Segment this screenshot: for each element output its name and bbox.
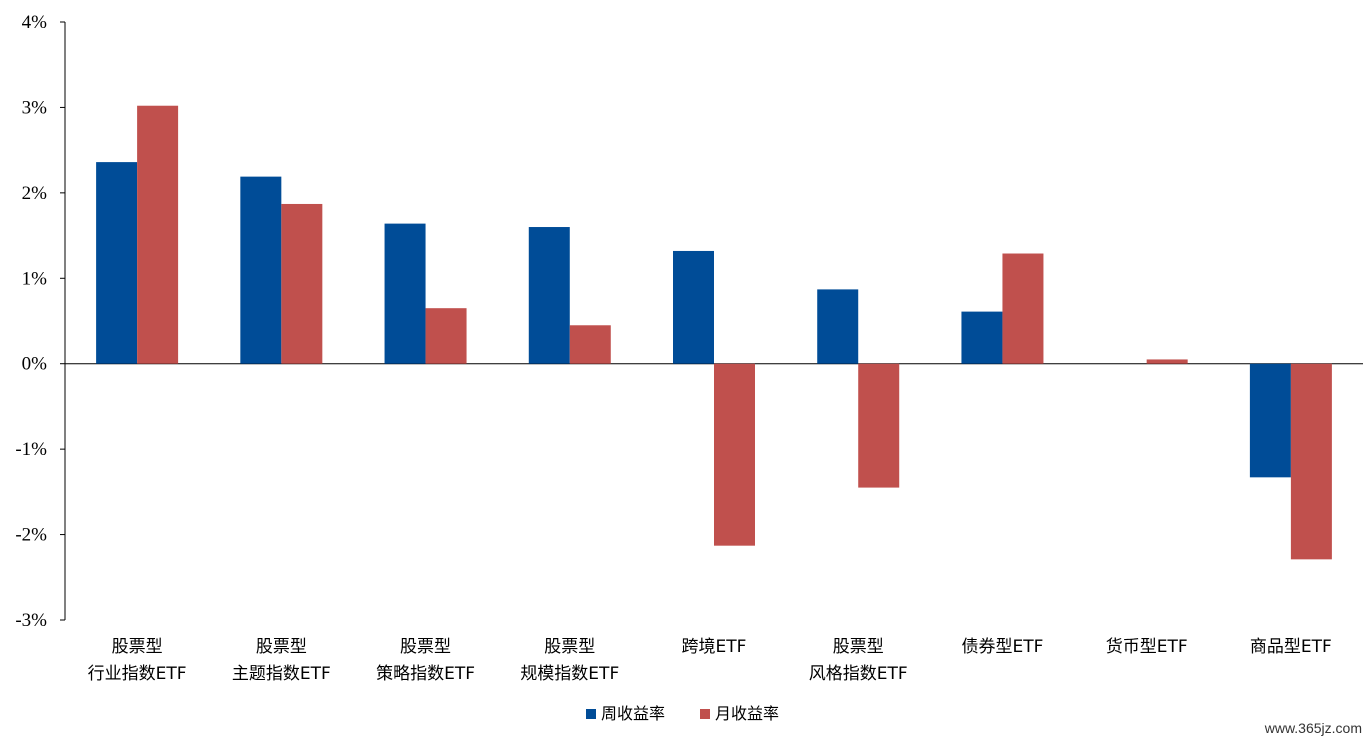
legend-swatch — [700, 709, 710, 719]
legend-swatch — [586, 709, 596, 719]
y-tick-label: 1% — [22, 268, 48, 289]
legend: 周收益率 月收益率 — [586, 704, 779, 723]
bar-weekly — [1249, 363, 1291, 478]
bar-weekly — [528, 227, 570, 364]
category-label: 跨境ETF — [682, 637, 747, 657]
category-label: 股票型 — [256, 637, 307, 657]
watermark: www.365jz.com — [1264, 720, 1362, 736]
y-tick-label: 0% — [22, 354, 48, 375]
bar-weekly — [961, 311, 1003, 364]
category-label: 规模指数ETF — [520, 664, 619, 684]
y-tick-label: 3% — [22, 97, 48, 118]
category-label: 行业指数ETF — [88, 664, 187, 684]
category-label: 风格指数ETF — [809, 664, 908, 684]
bar-monthly — [425, 308, 467, 364]
bar-monthly — [1146, 359, 1188, 364]
bar-monthly — [137, 105, 179, 364]
category-label: 股票型 — [400, 637, 451, 657]
y-tick-label: -2% — [15, 525, 47, 546]
bar-monthly — [569, 325, 611, 364]
bar-monthly — [1290, 363, 1332, 560]
category-label: 债券型ETF — [961, 637, 1043, 657]
bar-weekly — [96, 162, 138, 364]
y-tick-label: 2% — [22, 183, 48, 204]
bar-monthly — [858, 363, 900, 488]
category-label: 股票型 — [833, 637, 884, 657]
y-tick-label: 4% — [22, 12, 48, 33]
legend-label: 周收益率 — [601, 704, 665, 723]
bar-weekly — [817, 289, 859, 364]
category-label: 股票型 — [544, 637, 595, 657]
category-label: 策略指数ETF — [376, 664, 475, 684]
bar-weekly — [240, 176, 282, 364]
bars — [96, 105, 1332, 560]
bar-weekly — [384, 223, 426, 364]
bar-monthly — [1002, 253, 1044, 364]
category-label: 股票型 — [112, 637, 163, 657]
bar-monthly — [281, 203, 323, 364]
y-tick-label: -3% — [15, 610, 47, 631]
y-tick-labels: 4% 3% 2% 1% 0% -1% -2% -3% — [15, 12, 47, 631]
legend-label: 月收益率 — [715, 704, 779, 723]
y-tick-label: -1% — [15, 439, 47, 460]
category-label: 主题指数ETF — [232, 664, 331, 684]
category-label: 商品型ETF — [1250, 637, 1332, 657]
bar-monthly — [714, 363, 755, 546]
category-label: 货币型ETF — [1106, 637, 1188, 657]
bar-weekly — [673, 250, 714, 364]
